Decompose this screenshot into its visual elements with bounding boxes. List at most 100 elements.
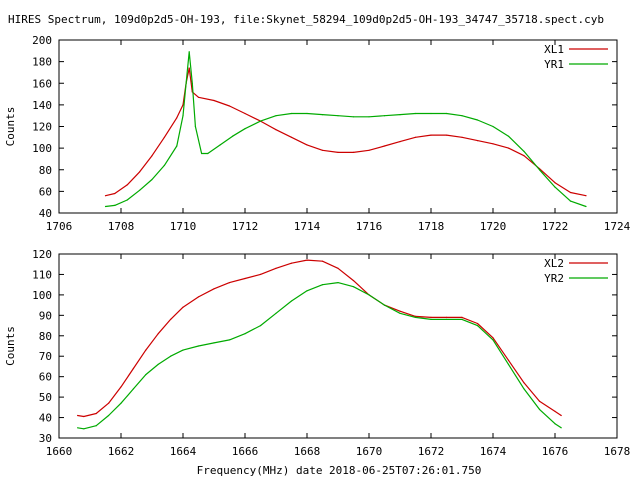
data-point — [414, 136, 417, 138]
x-tick-label: 1708 — [108, 220, 135, 233]
x-tick-label: 1718 — [418, 220, 445, 233]
data-point — [139, 189, 141, 191]
data-point — [476, 325, 479, 327]
data-point — [554, 423, 556, 425]
data-point — [290, 262, 293, 264]
y-axis-label: Counts — [4, 107, 17, 147]
data-point — [170, 318, 172, 320]
data-point — [244, 333, 246, 335]
data-point — [132, 367, 134, 370]
y-tick-label: 100 — [32, 289, 52, 302]
data-point — [163, 136, 165, 138]
data-point — [368, 116, 370, 118]
series-line-xl1 — [105, 67, 587, 197]
x-tick-label: 1710 — [170, 220, 197, 233]
y-tick-label: 30 — [39, 432, 52, 445]
data-point — [104, 195, 107, 197]
y-tick-label: 100 — [32, 142, 52, 155]
data-point — [337, 115, 339, 117]
data-point — [461, 316, 463, 318]
data-point — [430, 316, 432, 318]
data-point — [207, 152, 209, 155]
y-tick-label: 110 — [32, 268, 52, 281]
data-point — [77, 414, 79, 417]
data-point — [507, 363, 510, 365]
data-point — [108, 414, 110, 417]
data-point — [151, 155, 153, 157]
y-tick-label: 200 — [32, 34, 52, 47]
data-point — [476, 119, 479, 121]
data-point — [176, 117, 178, 119]
data-point — [213, 342, 215, 344]
data-point — [182, 115, 184, 117]
x-tick-label: 1664 — [170, 445, 197, 458]
data-point — [414, 112, 417, 115]
data-point — [321, 284, 324, 286]
x-tick-label: 1670 — [356, 445, 383, 458]
data-point — [445, 112, 448, 115]
x-tick-label: 1714 — [294, 220, 321, 233]
data-point — [120, 386, 122, 388]
data-point — [337, 282, 339, 284]
x-tick-label: 1712 — [232, 220, 259, 233]
y-tick-label: 80 — [39, 164, 52, 177]
data-point — [306, 144, 308, 146]
y-tick-label: 40 — [39, 207, 52, 220]
data-point — [399, 312, 401, 314]
data-point — [188, 51, 190, 53]
data-point — [507, 135, 510, 137]
data-point — [157, 333, 159, 335]
data-point — [219, 144, 221, 146]
x-axis-label: Frequency(MHz) date 2018-06-25T07:26:01.… — [197, 464, 482, 477]
data-point — [337, 151, 339, 153]
data-point — [430, 112, 432, 115]
data-point — [492, 337, 494, 339]
data-point — [126, 199, 128, 201]
data-point — [83, 415, 85, 418]
data-point — [104, 205, 107, 208]
data-point — [275, 312, 277, 314]
data-point — [523, 150, 525, 152]
data-point — [259, 325, 262, 327]
data-point — [368, 294, 370, 296]
x-tick-label: 1724 — [604, 220, 631, 233]
legend-label: XL2 — [544, 257, 564, 270]
data-point — [461, 115, 463, 117]
x-tick-label: 1720 — [480, 220, 507, 233]
data-point — [554, 410, 556, 412]
data-point — [399, 141, 401, 143]
data-point — [77, 427, 79, 429]
data-point — [461, 318, 463, 320]
data-point — [430, 318, 432, 320]
data-point — [321, 149, 324, 151]
data-point — [507, 147, 510, 149]
data-point — [95, 425, 97, 427]
data-point — [585, 195, 587, 197]
data-point — [538, 400, 541, 402]
y-tick-label: 120 — [32, 121, 52, 134]
data-point — [290, 300, 293, 302]
data-point — [185, 82, 187, 84]
data-point — [560, 414, 562, 417]
data-point — [445, 318, 448, 320]
data-point — [197, 296, 200, 298]
data-point — [445, 316, 448, 318]
x-tick-label: 1678 — [604, 445, 631, 458]
x-tick-label: 1662 — [108, 445, 135, 458]
data-point — [182, 104, 184, 106]
data-point — [244, 277, 246, 280]
data-point — [560, 427, 562, 429]
data-point — [383, 145, 386, 147]
data-point — [197, 345, 200, 347]
data-point — [290, 112, 293, 115]
data-point — [523, 388, 525, 390]
data-point — [194, 125, 196, 128]
data-point — [275, 267, 277, 269]
data-point — [554, 182, 556, 184]
data-point — [399, 310, 401, 312]
data-point — [337, 267, 339, 269]
data-point — [191, 82, 193, 84]
data-point — [176, 145, 178, 147]
x-tick-label: 1672 — [418, 445, 445, 458]
